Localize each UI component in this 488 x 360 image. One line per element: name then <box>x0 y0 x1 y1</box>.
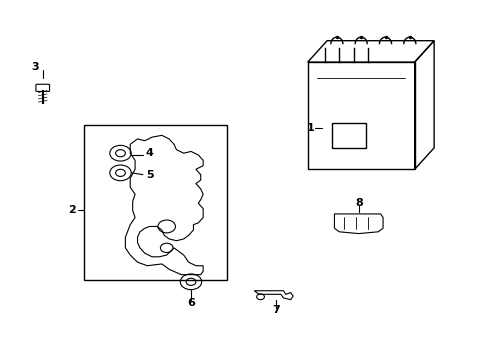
Text: 3: 3 <box>32 63 39 72</box>
Text: 2: 2 <box>68 205 76 215</box>
Text: 1: 1 <box>305 123 313 133</box>
Text: 4: 4 <box>145 148 153 158</box>
Text: 8: 8 <box>354 198 362 208</box>
Text: 7: 7 <box>272 305 280 315</box>
Bar <box>84 125 227 280</box>
Text: 5: 5 <box>145 170 153 180</box>
Text: 6: 6 <box>187 298 195 308</box>
